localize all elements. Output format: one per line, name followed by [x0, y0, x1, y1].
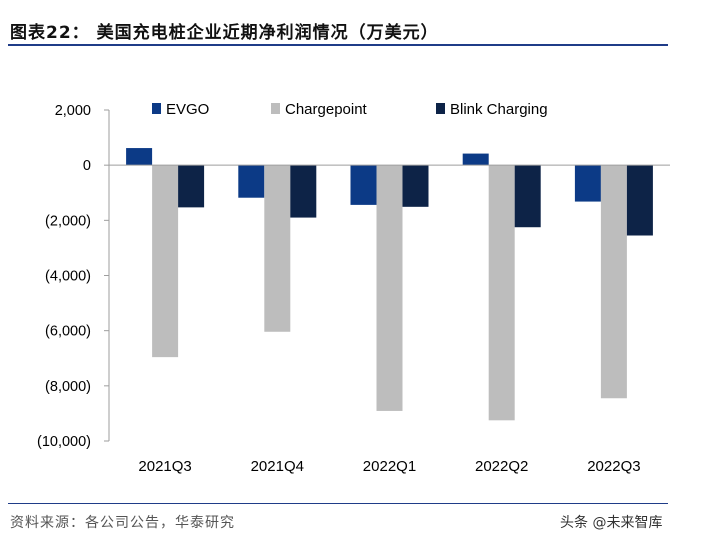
- x-category-label: 2022Q3: [587, 458, 640, 475]
- legend-swatch-evgo: [152, 103, 161, 114]
- legend-swatch-chargepoint: [271, 103, 280, 114]
- bar-blink-charging-2022Q2: [514, 165, 541, 228]
- bar-evgo-2022Q1: [350, 165, 377, 205]
- legend-label-blink-charging: Blink Charging: [450, 101, 548, 118]
- y-tick-label: 0: [83, 158, 91, 174]
- y-tick-label: (2,000): [45, 213, 91, 229]
- x-category-label: 2021Q3: [138, 458, 191, 475]
- y-tick-label: (10,000): [37, 434, 91, 450]
- bar-evgo-2021Q3: [126, 148, 153, 166]
- title-divider: [8, 44, 668, 46]
- bar-chargepoint-2021Q3: [152, 165, 179, 358]
- x-category-label: 2022Q1: [363, 458, 416, 475]
- source-note: 资料来源：各公司公告，华泰研究: [10, 515, 235, 531]
- bar-blink-charging-2021Q3: [178, 165, 205, 208]
- bar-blink-charging-2022Q3: [626, 165, 653, 236]
- y-tick-label: (8,000): [45, 379, 91, 395]
- bar-chargepoint-2022Q3: [600, 165, 627, 399]
- watermark: 头条 @未来智库: [560, 515, 663, 531]
- bar-chargepoint-2021Q4: [264, 165, 291, 332]
- bar-evgo-2021Q4: [238, 165, 265, 198]
- y-tick-label: (4,000): [45, 269, 91, 285]
- bar-blink-charging-2021Q4: [290, 165, 317, 218]
- y-tick-label: (6,000): [45, 324, 91, 340]
- legend-label-chargepoint: Chargepoint: [285, 101, 368, 118]
- bar-chargepoint-2022Q1: [376, 165, 403, 411]
- bar-chargepoint-2022Q2: [488, 165, 515, 421]
- bar-chart: 2,000 0 (2,000) (4,000) (6,000) (8,000) (10,00…: [37, 101, 670, 475]
- figure-title: 图表22： 美国充电桩企业近期净利润情况（万美元）: [10, 23, 439, 43]
- legend-swatch-blink-charging: [436, 103, 445, 114]
- bar-evgo-2022Q3: [574, 165, 601, 202]
- bar-blink-charging-2022Q1: [402, 165, 429, 207]
- y-tick-label: 2,000: [55, 103, 91, 119]
- x-category-label: 2022Q2: [475, 458, 528, 475]
- source-divider: [8, 503, 668, 504]
- bar-evgo-2022Q2: [462, 153, 489, 166]
- legend-label-evgo: EVGO: [166, 101, 209, 118]
- x-category-label: 2021Q4: [251, 458, 304, 475]
